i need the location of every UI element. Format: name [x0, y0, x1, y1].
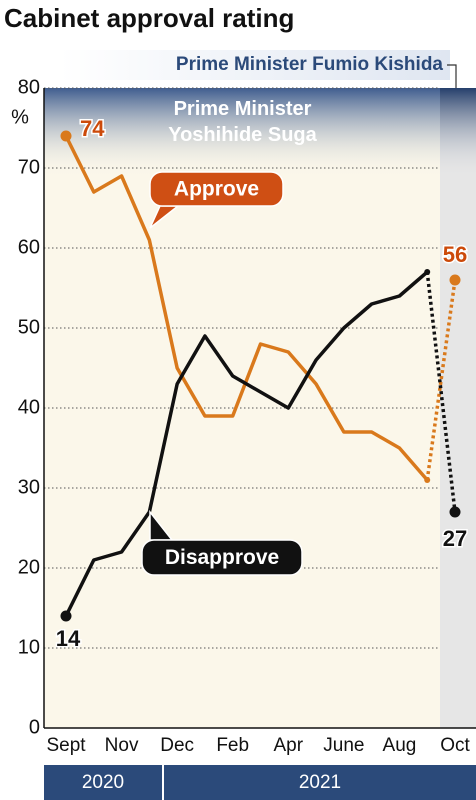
y-unit: %	[11, 106, 29, 128]
y-tick-label: 80	[18, 76, 40, 98]
x-tick-label: Feb	[216, 735, 249, 756]
point	[60, 610, 72, 622]
data-label: 56	[443, 242, 467, 267]
x-tick-label: Oct	[440, 735, 470, 756]
data-label: 74	[80, 116, 105, 141]
series-line-projection	[425, 271, 457, 513]
point	[60, 130, 72, 142]
series-line	[64, 135, 429, 482]
point	[424, 269, 431, 275]
x-tick-label: Apr	[273, 735, 303, 756]
y-tick-label: 20	[18, 556, 40, 578]
series-line-projection	[425, 279, 457, 481]
kishida-bracket	[447, 64, 457, 88]
suga-header	[44, 88, 440, 178]
y-tick-label: 40	[18, 396, 40, 418]
x-tick-label: Dec	[160, 735, 194, 756]
y-tick-label: 70	[18, 156, 40, 178]
era-label: Prime Minister Fumio Kishida	[176, 54, 444, 75]
legend-box	[149, 171, 284, 207]
point	[424, 477, 431, 483]
legend-label: Approve	[174, 178, 259, 201]
year-band	[44, 765, 476, 800]
data-label: 27	[443, 526, 467, 551]
legend-box	[141, 539, 303, 576]
series-line	[64, 270, 429, 617]
x-tick-label: Nov	[105, 735, 139, 756]
kishida-label-bg	[60, 50, 450, 80]
y-tick-label: 30	[18, 476, 40, 498]
kishida-header	[440, 88, 476, 178]
x-tick-label: Aug	[383, 735, 417, 756]
year-label: 2021	[299, 772, 341, 793]
y-tick-label: 50	[18, 316, 40, 338]
y-tick-label: 60	[18, 236, 40, 258]
legend-label: Disapprove	[165, 546, 279, 569]
kishida-bg	[440, 88, 476, 728]
y-tick-label: 0	[29, 716, 40, 738]
y-tick-label: 10	[18, 636, 40, 658]
x-tick-label: June	[323, 735, 364, 756]
chart-title: Cabinet approval rating	[4, 3, 294, 33]
era-label: Prime Minister Yoshihide Suga	[168, 98, 317, 146]
point	[449, 506, 461, 518]
x-tick-label: Sept	[46, 735, 86, 756]
data-label: 14	[56, 626, 81, 651]
year-label: 2020	[82, 772, 124, 793]
point	[449, 274, 461, 286]
